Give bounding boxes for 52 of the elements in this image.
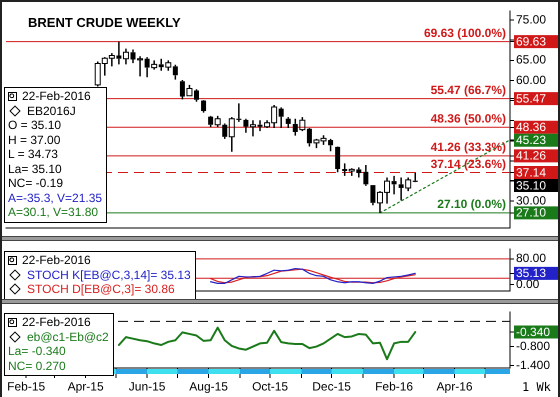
ref-line-label: 37.14 (23.6%) bbox=[430, 156, 506, 171]
y-tick-label: 80.00 bbox=[516, 251, 546, 266]
ref-line-label: 69.63 (100.0%) bbox=[424, 26, 506, 40]
y-tick-label: 30.00 bbox=[516, 194, 546, 208]
annotation: O = 35.10 bbox=[8, 118, 62, 132]
annotation: NC= -0.19 bbox=[8, 176, 64, 190]
x-tick-label: Dec-15 bbox=[312, 380, 352, 394]
x-tick-label: Feb-15 bbox=[7, 380, 46, 394]
x-tick-label: Apr-15 bbox=[68, 380, 104, 394]
y-tick-label: 35.10 bbox=[516, 178, 546, 192]
x-tick-label: Feb-16 bbox=[375, 380, 414, 394]
candlestick bbox=[201, 100, 206, 114]
annotation: A=30.1, V=31.80 bbox=[8, 205, 100, 220]
y-tick-label: 48.36 bbox=[516, 120, 546, 134]
series-label: STOCH K[EB@C,3,14]= 35.13 bbox=[27, 268, 191, 282]
y-tick-label: 75.00 bbox=[516, 12, 546, 26]
annotation: La= 35.10 bbox=[8, 162, 63, 176]
x-tick-label: Jun-15 bbox=[128, 380, 166, 394]
x-tick-label: Oct-15 bbox=[252, 380, 288, 394]
annotation: L = 34.73 bbox=[8, 147, 59, 162]
y-tick-label: -1.400 bbox=[516, 358, 550, 372]
annotation: NC= 0.270 bbox=[8, 358, 67, 374]
text: STOCH D[EB@C,3]= 30.86 bbox=[27, 282, 175, 297]
y-tick-label: 60.00 bbox=[516, 72, 546, 87]
annotation: 22-Feb-2016 bbox=[22, 253, 91, 268]
y-tick-label: 65.00 bbox=[516, 52, 546, 67]
candlestick bbox=[286, 116, 291, 129]
annotation: 22-Feb-2016 bbox=[22, 89, 91, 104]
y-tick-label: 69.63 bbox=[516, 34, 546, 48]
annotation: La= -0.340 bbox=[8, 344, 67, 359]
candlestick bbox=[356, 166, 362, 178]
annotation: H = 37.00 bbox=[8, 132, 62, 147]
series-label: eb@c1-Eb@c2 bbox=[27, 330, 109, 344]
ref-line-label: 55.47 (66.7%) bbox=[430, 83, 506, 97]
x-tick-label: Aug-15 bbox=[189, 380, 228, 394]
annotation: A=-35.3, V=21.35 bbox=[8, 190, 102, 205]
y-tick-label: 45.23 bbox=[516, 133, 546, 148]
ref-line-label: 48.36 (50.0%) bbox=[430, 112, 506, 126]
y-tick-label: 27.10 bbox=[516, 206, 546, 220]
y-tick-label: -0.340 bbox=[516, 324, 550, 339]
ref-line-label: 27.10 (0.0%) bbox=[437, 197, 506, 212]
y-tick-label: 41.26 bbox=[516, 148, 546, 163]
y-tick-label: 37.14 bbox=[516, 165, 546, 180]
text: 1 Wk bbox=[522, 380, 551, 394]
y-tick-label: 55.47 bbox=[516, 92, 546, 106]
x-tick-label: Apr-16 bbox=[436, 380, 473, 394]
candlestick bbox=[363, 164, 368, 187]
text: EB2016J bbox=[27, 104, 76, 118]
y-tick-label: -0.800 bbox=[516, 338, 550, 353]
candlestick bbox=[335, 146, 340, 173]
chart-title: BRENT CRUDE WEEKLY bbox=[28, 15, 181, 30]
annotation: 22-Feb-2016 bbox=[22, 315, 91, 330]
